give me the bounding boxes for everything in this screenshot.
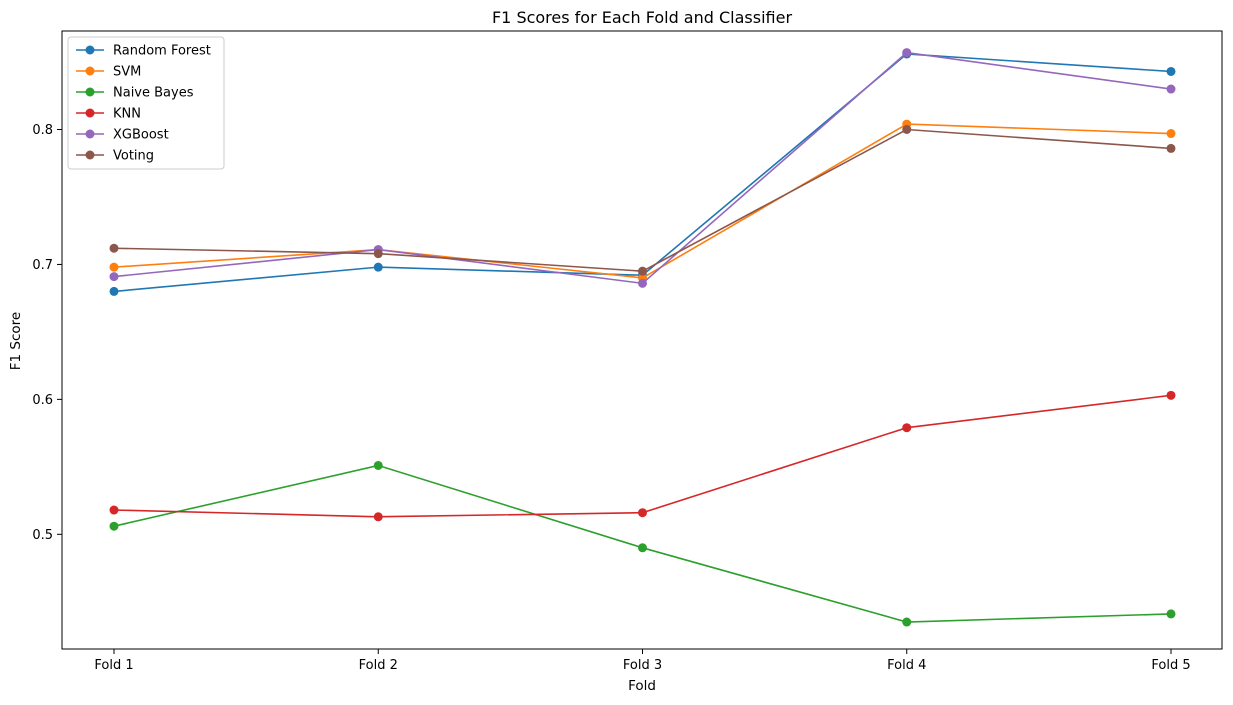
y-tick-label: 0.6 <box>32 393 53 408</box>
y-axis-label: F1 Score <box>8 312 24 370</box>
legend-label: XGBoost <box>113 128 169 143</box>
data-point <box>902 125 912 135</box>
data-point <box>1166 390 1176 400</box>
data-point <box>373 262 383 272</box>
x-tick-label: Fold 3 <box>623 658 662 673</box>
data-point <box>902 617 912 627</box>
data-point <box>638 266 647 276</box>
y-tick-label: 0.7 <box>32 258 53 273</box>
legend-box <box>67 36 225 170</box>
data-point <box>373 512 383 522</box>
data-point <box>638 278 647 288</box>
series-line <box>113 123 1172 279</box>
series-line <box>113 128 1172 272</box>
y-tick-label: 0.5 <box>32 528 53 543</box>
series-naive-bayes <box>109 460 1176 627</box>
y-tick-label: 0.8 <box>32 123 53 138</box>
data-point <box>373 249 383 259</box>
x-tick-label: Fold 1 <box>94 658 133 673</box>
series-line <box>113 394 1172 518</box>
legend-marker <box>85 87 95 97</box>
legend: Random Forest SVM Naive Bayes KNN XGBoost Vot… <box>67 36 225 170</box>
data-point <box>638 508 647 518</box>
legend-label: Voting <box>113 149 154 164</box>
data-point <box>373 460 383 470</box>
legend-label: Naive Bayes <box>113 86 194 101</box>
data-point <box>902 423 912 433</box>
data-point <box>1166 143 1176 153</box>
legend-marker <box>85 66 95 76</box>
x-tick-label: Fold 2 <box>359 658 398 673</box>
data-point <box>638 543 647 553</box>
data-point <box>109 262 119 272</box>
data-point <box>109 243 119 253</box>
legend-marker <box>85 150 95 160</box>
series-random-forest <box>109 49 1176 296</box>
plot-area: Fold 1 Fold 2 Fold 3 Fold 4 Fold 5 0.5 0.6 0.7 0… <box>32 30 1223 673</box>
series-svm <box>109 119 1176 283</box>
series-line <box>113 51 1172 285</box>
x-tick-label: Fold 4 <box>887 658 926 673</box>
data-point <box>109 272 119 282</box>
data-point <box>109 286 119 296</box>
data-point <box>1166 84 1176 94</box>
data-point <box>109 505 119 515</box>
legend-marker <box>85 129 95 139</box>
data-point <box>109 521 119 531</box>
x-axis-label: Fold <box>628 678 656 694</box>
data-point <box>1166 129 1176 139</box>
legend-label: KNN <box>113 107 141 122</box>
data-point <box>902 48 912 58</box>
legend-label: Random Forest <box>113 44 211 59</box>
series-line <box>113 53 1172 293</box>
data-point <box>1166 609 1176 619</box>
data-point <box>1166 66 1176 76</box>
legend-marker <box>85 45 95 55</box>
legend-marker <box>85 108 95 118</box>
x-tick-label: Fold 5 <box>1151 658 1190 673</box>
axes-frame <box>61 30 1223 650</box>
chart-title: F1 Scores for Each Fold and Classifier <box>492 8 792 27</box>
series-knn <box>109 390 1176 522</box>
series-voting <box>109 125 1176 276</box>
legend-label: SVM <box>113 65 141 80</box>
series-xgboost <box>109 48 1176 288</box>
